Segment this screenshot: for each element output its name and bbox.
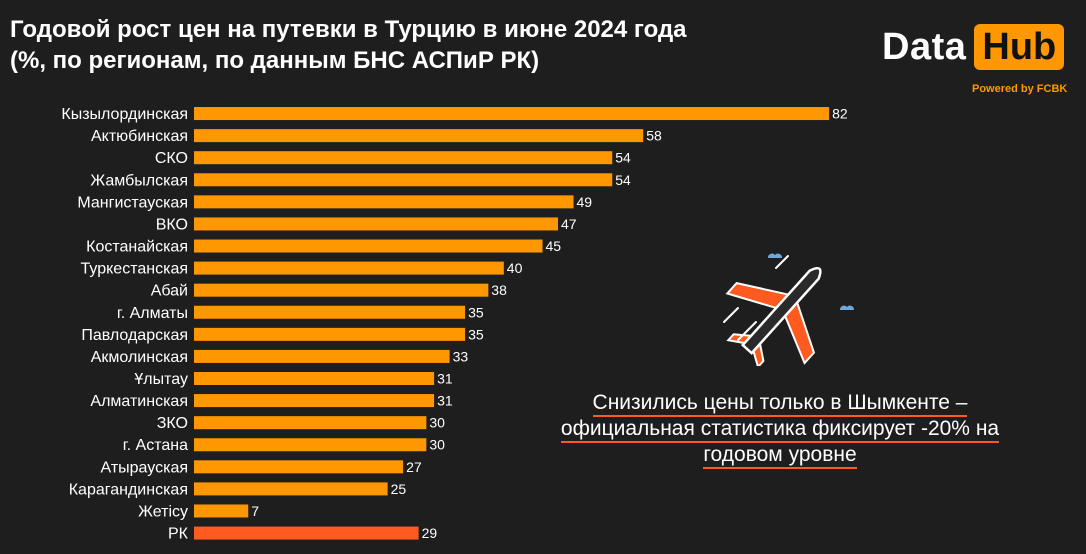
category-label: Ұлытау (134, 371, 188, 388)
category-label: Абай (151, 283, 188, 300)
category-label: ЗКО (157, 415, 188, 432)
bar (194, 327, 466, 341)
bar (194, 372, 435, 385)
bar (194, 217, 559, 231)
bar (194, 394, 435, 408)
value-label: 7 (251, 503, 259, 519)
bar (194, 239, 543, 253)
bar-total (194, 526, 419, 540)
annotation-note: Снизились цены только в Шымкенте – офици… (520, 390, 1040, 469)
bar (194, 261, 504, 275)
category-label: Жетісу (138, 503, 188, 520)
value-label: 38 (491, 282, 507, 298)
category-label: Павлодарская (81, 327, 188, 344)
bar (194, 173, 613, 187)
value-label: 30 (429, 415, 445, 431)
category-label: ВКО (156, 216, 188, 233)
category-label: Атырауская (101, 459, 189, 476)
bar (194, 438, 427, 452)
value-label: 82 (832, 106, 848, 122)
chart-title-line-2: (%, по регионам, по данным БНС АСПиР РК) (10, 47, 540, 74)
value-label: 31 (437, 393, 453, 409)
annotation-line-2: официальная статистика фиксирует -20% на (560, 417, 1000, 443)
category-label: РК (168, 526, 189, 543)
datahub-logo: Data Hub (882, 24, 1065, 70)
value-label: 33 (453, 348, 469, 364)
value-label: 54 (615, 172, 631, 188)
bar (194, 482, 388, 496)
bar (194, 283, 489, 297)
bar (194, 195, 574, 209)
value-label: 31 (437, 371, 453, 387)
category-label: Акмолинская (91, 349, 188, 366)
category-label: Туркестанская (81, 261, 188, 278)
value-label: 58 (646, 128, 662, 144)
category-label: Жамбылская (90, 172, 188, 189)
cloud-icon (767, 253, 783, 258)
logo-powered-by: Powered by FCBK (972, 83, 1068, 95)
value-label: 40 (507, 260, 523, 276)
annotation-line-1: Снизились цены только в Шымкенте – (592, 391, 968, 417)
category-label: Мангистауская (77, 194, 188, 211)
bar (194, 107, 830, 121)
bar (194, 305, 466, 319)
category-label: Алматинская (90, 393, 188, 410)
category-label: СКО (155, 150, 188, 167)
value-label: 27 (406, 459, 422, 475)
category-label: г. Алматы (117, 305, 188, 322)
chart-title-line-1: Годовой рост цен на путевки в Турцию в и… (10, 16, 687, 43)
airplane-icon (723, 253, 855, 366)
logo-data-text: Data (882, 25, 967, 68)
bar (194, 460, 404, 474)
bar (194, 349, 450, 363)
value-label: 35 (468, 304, 484, 320)
value-label: 25 (391, 481, 407, 497)
value-label: 45 (546, 238, 562, 254)
chart-title: Годовой рост цен на путевки в Турцию в и… (10, 14, 687, 76)
bar (194, 151, 613, 165)
value-label: 49 (577, 194, 593, 210)
logo-hub-text: Hub (974, 24, 1065, 70)
value-label: 30 (429, 437, 445, 453)
category-label: Кызылординская (61, 106, 188, 123)
cloud-icon (839, 305, 855, 310)
bar (194, 416, 427, 430)
category-label: г. Астана (123, 437, 188, 454)
bar (194, 504, 249, 518)
value-label: 47 (561, 216, 577, 232)
annotation-line-3: годовом уровне (703, 443, 857, 469)
category-label: Костанайская (86, 239, 188, 256)
category-label: Актюбинская (91, 128, 188, 145)
value-label: 29 (422, 525, 438, 541)
category-label: Карагандинская (69, 481, 188, 498)
value-label: 54 (615, 150, 631, 166)
value-label: 35 (468, 326, 484, 342)
bar (194, 129, 644, 143)
